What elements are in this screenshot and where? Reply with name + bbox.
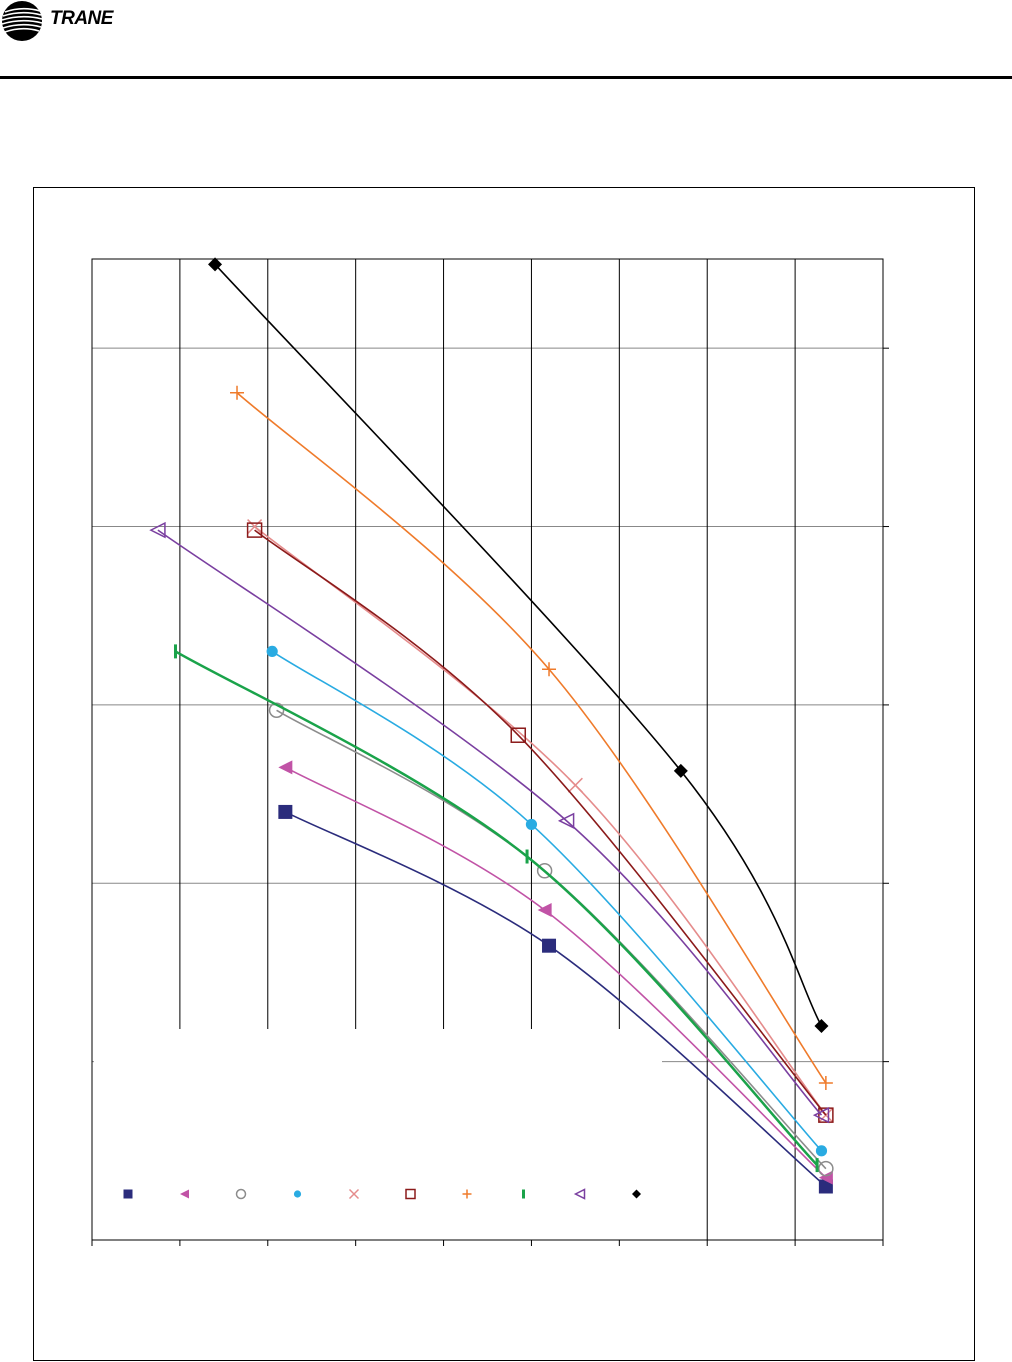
chart-frame bbox=[33, 187, 975, 1361]
legend-marker-4 bbox=[293, 1190, 302, 1198]
series-9-point-3 bbox=[812, 1106, 830, 1124]
series-3-point-3 bbox=[818, 1160, 834, 1177]
legend-marker-7 bbox=[462, 1189, 472, 1199]
series-7-point-1 bbox=[230, 385, 245, 400]
series-4-point-3 bbox=[815, 1145, 828, 1157]
legend-marker-2 bbox=[180, 1189, 189, 1199]
series-3-point-2 bbox=[536, 863, 553, 879]
series-line-6 bbox=[254, 529, 827, 1116]
series-8-point-2 bbox=[525, 849, 529, 864]
series-10-point-2 bbox=[673, 763, 688, 778]
series-2-point-2 bbox=[537, 903, 552, 918]
header-divider bbox=[0, 76, 1012, 79]
page-header: TRANE bbox=[0, 0, 1012, 80]
series-1-point-2 bbox=[542, 938, 557, 953]
legend-marker-10 bbox=[632, 1189, 641, 1199]
legend-marker-3 bbox=[235, 1188, 247, 1200]
trane-logo-icon bbox=[1, 1, 43, 41]
series-6-point-2 bbox=[510, 727, 527, 743]
series-9-point-2 bbox=[557, 812, 575, 830]
series-10-point-3 bbox=[814, 1018, 829, 1033]
series-line-10 bbox=[214, 263, 823, 1027]
legend-box bbox=[94, 1059, 662, 1238]
legend-marker-6 bbox=[405, 1188, 416, 1200]
series-1-point-3 bbox=[818, 1179, 833, 1194]
series-9-point-1 bbox=[149, 521, 166, 539]
legend-marker-9 bbox=[573, 1188, 586, 1200]
series-8-point-1 bbox=[173, 644, 177, 659]
series-line-4 bbox=[271, 650, 823, 1152]
series-7-point-2 bbox=[542, 662, 557, 677]
series-6-point-1 bbox=[246, 522, 263, 538]
series-7-point-3 bbox=[818, 1076, 833, 1091]
series-1-point-1 bbox=[278, 804, 293, 819]
plot-area-border bbox=[91, 258, 884, 1241]
series-8-point-3 bbox=[815, 1158, 819, 1173]
series-2-point-1 bbox=[278, 760, 293, 775]
series-3-point-1 bbox=[268, 702, 285, 719]
series-5-point-1 bbox=[247, 519, 263, 535]
series-4-point-1 bbox=[266, 645, 278, 657]
legend-marker-5 bbox=[348, 1188, 360, 1200]
series-10-point-1 bbox=[208, 257, 223, 272]
series-6-point-3 bbox=[818, 1107, 834, 1123]
series-line-5 bbox=[254, 525, 827, 1116]
series-5-point-2 bbox=[567, 777, 583, 793]
series-4-point-2 bbox=[525, 818, 538, 831]
brand-name: TRANE bbox=[50, 8, 113, 29]
legend-marker-8 bbox=[522, 1189, 525, 1199]
performance-chart bbox=[91, 257, 889, 1246]
series-line-9 bbox=[157, 529, 823, 1116]
legend-marker-1 bbox=[123, 1189, 133, 1199]
